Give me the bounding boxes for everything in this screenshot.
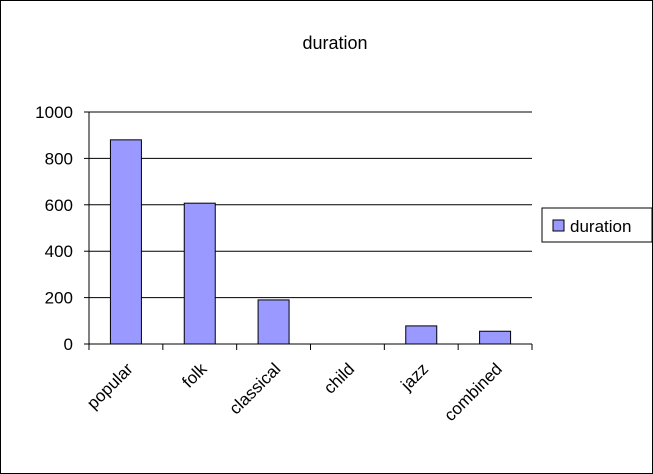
y-tick-label: 0 (64, 335, 73, 354)
axes (88, 112, 532, 345)
legend-swatch (552, 219, 565, 232)
bars (109, 139, 512, 345)
y-tick-label: 200 (45, 289, 73, 308)
bar-popular (109, 139, 142, 345)
gridlines (89, 111, 532, 299)
chart-title: duration (302, 33, 367, 53)
x-tick-label: child (320, 359, 358, 397)
y-tick-label: 400 (45, 242, 73, 261)
legend: duration (541, 207, 653, 243)
x-axis-ticks: popular folk classical child jazz combined (83, 344, 533, 425)
y-axis-ticks: 0 200 400 600 800 1000 (35, 103, 89, 354)
bar-classical (257, 299, 290, 345)
y-tick-label: 800 (45, 149, 73, 168)
bar-jazz (405, 325, 438, 345)
legend-label: duration (570, 217, 631, 236)
x-tick-label: combined (440, 359, 506, 425)
x-tick-label: jazz (397, 359, 433, 395)
bar-combined (479, 330, 512, 345)
bar-folk (183, 202, 216, 345)
y-tick-label: 1000 (35, 103, 73, 122)
x-tick-label: folk (178, 359, 210, 391)
y-tick-label: 600 (45, 196, 73, 215)
x-tick-label: popular (83, 359, 137, 413)
x-tick-label: classical (226, 359, 285, 418)
